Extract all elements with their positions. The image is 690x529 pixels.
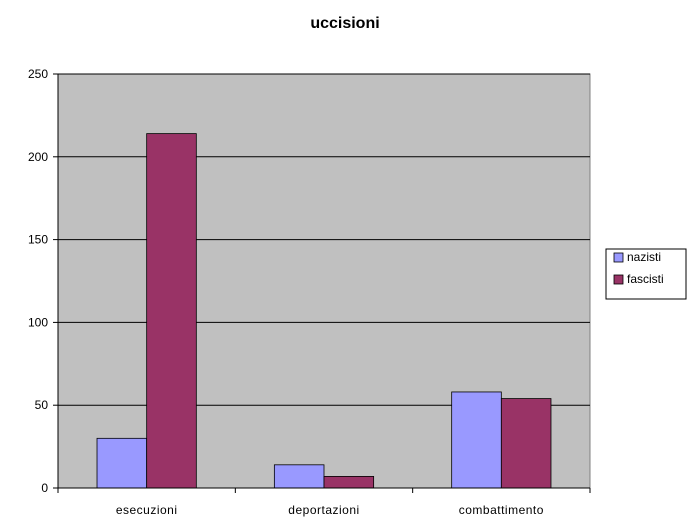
y-tick-label-250: 250 — [28, 67, 48, 81]
legend-label-fascisti: fascisti — [627, 272, 664, 286]
legend-swatch-fascisti — [613, 274, 624, 285]
y-tick-label-50: 50 — [35, 398, 49, 412]
x-axis: esecuzioni deportazioni combattimento — [57, 487, 591, 517]
y-tick-label-0: 0 — [41, 481, 48, 495]
legend-swatch-nazisti — [613, 252, 624, 263]
x-tick-label-deportazioni: deportazioni — [288, 503, 359, 517]
bar-fascisti-combattimento — [500, 398, 552, 489]
bar-nazisti-deportazioni — [273, 464, 325, 489]
bar-nazisti-combattimento — [451, 391, 502, 489]
bar-fascisti-deportazioni — [323, 476, 375, 489]
y-tick-label-200: 200 — [28, 150, 48, 164]
chart-title: uccisioni — [310, 15, 379, 32]
bar-nazisti-esecuzioni — [96, 437, 148, 489]
bars — [96, 133, 552, 489]
bar-fascisti-esecuzioni — [146, 133, 197, 489]
x-tick-label-esecuzioni: esecuzioni — [116, 503, 178, 517]
y-tick-label-100: 100 — [28, 315, 48, 329]
legend-label-nazisti: nazisti — [627, 250, 661, 264]
y-axis: 0 50 100 150 200 250 — [28, 67, 59, 495]
x-tick-label-combattimento: combattimento — [459, 503, 544, 517]
y-tick-label-150: 150 — [28, 233, 48, 247]
legend: nazisti fascisti — [605, 248, 687, 300]
